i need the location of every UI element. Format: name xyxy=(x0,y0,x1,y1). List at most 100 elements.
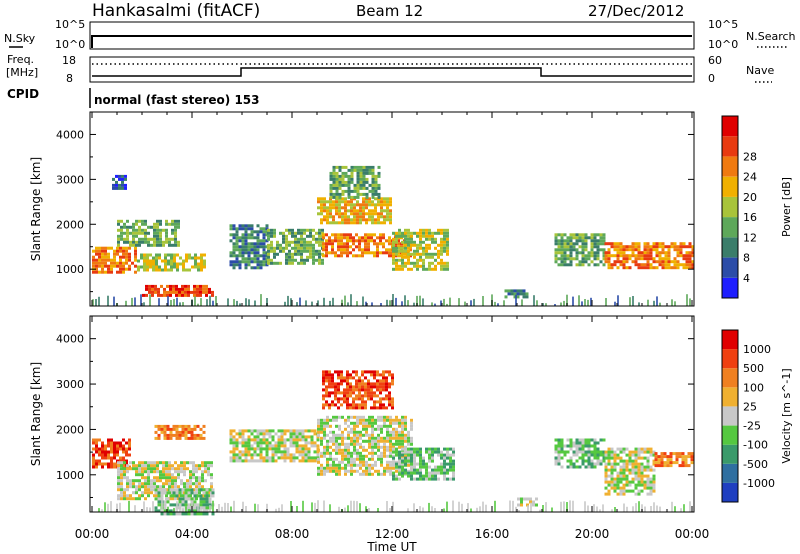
velocity-cell xyxy=(147,479,150,483)
velocity-cell xyxy=(672,461,676,465)
velocity-cell xyxy=(578,438,582,442)
velocity-cell xyxy=(353,445,356,449)
power-cell xyxy=(434,231,437,235)
velocity-ground-cell xyxy=(683,504,685,512)
velocity-cell xyxy=(365,424,368,428)
power-cell xyxy=(374,186,378,190)
power-cell xyxy=(416,264,419,268)
velocity-cell xyxy=(107,462,110,466)
power-cell xyxy=(151,287,154,291)
velocity-cell xyxy=(210,485,213,489)
velocity-cell xyxy=(388,397,391,401)
power-ground-cell xyxy=(113,296,115,306)
power-cell xyxy=(229,233,233,237)
velocity-cell xyxy=(334,397,337,401)
power-cell xyxy=(637,248,641,252)
power-colorbar-tick-label: 8 xyxy=(743,252,750,265)
velocity-cell xyxy=(604,450,608,454)
power-cell xyxy=(349,245,352,249)
power-cell xyxy=(356,212,359,216)
power-cell xyxy=(235,230,239,234)
velocity-cell xyxy=(280,441,284,445)
velocity-cell xyxy=(625,477,629,481)
power-cell xyxy=(92,264,95,268)
velocity-cell xyxy=(613,450,617,454)
power-cell xyxy=(132,225,135,229)
velocity-cell xyxy=(186,485,189,489)
power-cell xyxy=(309,246,312,250)
velocity-cell xyxy=(652,477,656,481)
velocity-cell xyxy=(156,479,159,483)
power-cell xyxy=(581,248,585,252)
power-cell xyxy=(185,256,188,260)
velocity-cell xyxy=(101,441,104,445)
velocity-cell xyxy=(232,450,236,454)
power-cell xyxy=(155,253,158,257)
power-cell xyxy=(177,243,180,247)
velocity-cell xyxy=(301,429,305,433)
power-cell xyxy=(362,171,366,175)
velocity-cell xyxy=(259,429,263,433)
velocity-cell xyxy=(628,471,632,475)
power-cell xyxy=(337,254,340,258)
velocity-cell xyxy=(189,473,192,477)
velocity-ground-cell xyxy=(431,506,433,512)
velocity-cell xyxy=(338,448,341,452)
velocity-cell xyxy=(196,424,200,428)
power-cell xyxy=(377,186,381,190)
velocity-cell xyxy=(132,485,135,489)
velocity-cell xyxy=(374,460,377,464)
velocity-cell xyxy=(604,456,608,460)
power-cell xyxy=(525,292,529,296)
power-cell xyxy=(176,265,179,269)
power-cell xyxy=(688,254,692,258)
velocity-cell xyxy=(198,467,201,471)
velocity-cell xyxy=(560,450,564,454)
power-cell xyxy=(309,234,312,238)
power-cell xyxy=(428,246,431,250)
velocity-cell xyxy=(610,477,614,481)
velocity-cell xyxy=(144,497,147,501)
power-cell xyxy=(166,293,169,297)
velocity-cell xyxy=(389,430,392,434)
velocity-cell xyxy=(652,459,656,463)
power-cell xyxy=(104,255,107,259)
velocity-cell xyxy=(443,471,446,475)
power-ground-cell xyxy=(590,297,592,306)
velocity-cell xyxy=(370,382,373,386)
velocity-cell xyxy=(520,500,523,504)
velocity-cell xyxy=(526,497,529,501)
power-ground-cell xyxy=(107,295,109,306)
power-cell xyxy=(343,236,346,240)
cpid-value: normal (fast stereo) 153 xyxy=(94,93,260,107)
velocity-cell xyxy=(401,424,404,428)
power-cell xyxy=(407,261,410,265)
velocity-cell xyxy=(298,444,302,448)
power-cell xyxy=(371,171,375,175)
power-cell xyxy=(176,262,179,266)
velocity-cell xyxy=(449,468,452,472)
power-cell xyxy=(353,206,356,210)
power-cell xyxy=(446,264,449,268)
power-cell xyxy=(306,258,309,262)
power-cell xyxy=(443,240,446,244)
power-cell xyxy=(661,260,665,264)
power-cell xyxy=(676,263,680,267)
velocity-cell xyxy=(646,447,650,451)
freq-tick-bottom: 8 xyxy=(66,72,73,85)
velocity-cell xyxy=(250,456,254,460)
velocity-cell xyxy=(241,459,245,463)
power-cell xyxy=(350,174,354,178)
velocity-cell xyxy=(560,456,564,460)
velocity-cell xyxy=(265,453,269,457)
velocity-cell xyxy=(602,456,606,460)
velocity-cell xyxy=(646,486,650,490)
velocity-cell xyxy=(449,453,452,457)
velocity-cell xyxy=(341,415,344,419)
velocity-cell xyxy=(165,464,168,468)
power-cell xyxy=(413,255,416,259)
power-cell xyxy=(362,206,365,210)
power-cell xyxy=(134,252,137,256)
velocity-cell xyxy=(379,400,382,404)
velocity-cell xyxy=(320,436,323,440)
